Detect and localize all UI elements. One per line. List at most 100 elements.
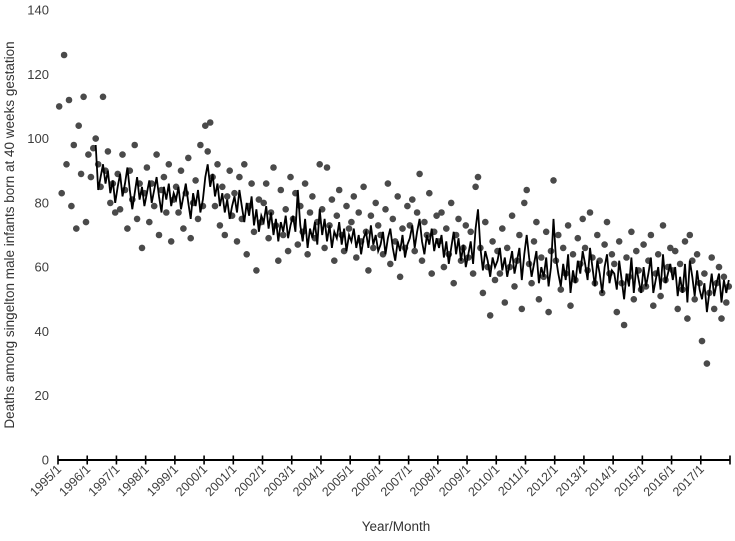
data-point: [557, 286, 565, 293]
data-point: [204, 148, 211, 155]
data-point: [633, 247, 640, 255]
data-point: [479, 289, 487, 297]
data-point: [304, 251, 311, 258]
data-point: [119, 151, 126, 158]
data-point: [85, 151, 92, 158]
data-point: [75, 122, 82, 129]
x-tick-label: 1996/1: [56, 462, 93, 499]
x-axis-title: Year/Month: [362, 519, 431, 534]
x-tick-label: 2015/1: [612, 462, 649, 499]
data-point: [73, 225, 80, 232]
data-point: [708, 254, 715, 261]
data-point: [223, 193, 231, 200]
y-tick-label: 40: [35, 324, 49, 339]
data-point: [82, 218, 90, 226]
data-point: [428, 270, 436, 277]
y-tick-label: 140: [27, 3, 49, 18]
data-point: [80, 93, 87, 101]
data-point: [194, 215, 202, 223]
data-point: [579, 215, 586, 223]
data-point: [372, 199, 380, 207]
data-point: [236, 173, 243, 181]
data-point: [620, 321, 628, 329]
data-point: [65, 96, 73, 104]
x-tick-label: 1997/1: [86, 462, 123, 499]
data-point: [416, 170, 423, 178]
y-tick-label: 0: [42, 453, 49, 468]
data-point: [676, 260, 684, 268]
data-point: [155, 231, 163, 239]
data-point: [469, 270, 477, 277]
data-point: [333, 212, 341, 219]
data-point: [192, 177, 199, 184]
data-point: [511, 283, 518, 290]
x-tick-label: 2016/1: [641, 462, 678, 499]
data-point: [250, 228, 258, 236]
data-point: [187, 234, 194, 242]
data-point: [150, 202, 158, 210]
data-point: [241, 161, 248, 168]
data-point: [438, 209, 445, 216]
x-axis: [57, 455, 731, 465]
data-point: [654, 251, 662, 258]
data-point: [107, 199, 114, 207]
data-point: [710, 305, 718, 313]
data-point: [77, 170, 85, 178]
y-tick-label: 120: [27, 67, 49, 82]
data-point: [248, 180, 255, 187]
data-point: [68, 202, 75, 210]
data-point: [202, 122, 209, 129]
data-point: [374, 222, 382, 229]
data-point: [601, 241, 608, 248]
data-point: [365, 267, 372, 274]
data-point: [521, 199, 528, 207]
data-point: [594, 231, 601, 239]
data-point: [301, 180, 309, 187]
data-point: [146, 218, 153, 226]
data-point: [555, 231, 562, 239]
y-tick-label: 100: [27, 131, 49, 146]
data-point: [467, 228, 475, 236]
data-point: [516, 231, 523, 239]
data-point: [160, 173, 168, 181]
data-point: [99, 93, 107, 101]
data-point: [535, 296, 543, 303]
data-point: [231, 189, 238, 197]
data-point: [265, 234, 272, 242]
data-point: [284, 247, 292, 255]
data-point: [433, 212, 440, 219]
x-tick-label: 2017/1: [670, 462, 707, 499]
data-point: [615, 238, 623, 245]
data-point: [574, 234, 582, 242]
data-point: [413, 209, 421, 216]
data-point: [499, 225, 506, 232]
x-tick-label: 2009/1: [436, 462, 473, 499]
x-tick-label: 2008/1: [407, 462, 444, 499]
data-point: [111, 209, 119, 216]
data-point: [440, 263, 448, 271]
data-point: [482, 218, 489, 226]
data-point: [715, 263, 723, 271]
data-point: [360, 183, 367, 191]
data-point: [143, 164, 151, 171]
data-point: [474, 173, 482, 181]
data-point: [306, 209, 314, 216]
data-point: [608, 251, 616, 258]
data-point: [698, 337, 706, 345]
data-point: [684, 315, 691, 322]
data-point: [718, 315, 725, 322]
data-point: [674, 305, 681, 313]
data-point: [581, 244, 589, 252]
data-point: [693, 251, 701, 258]
data-point: [253, 267, 260, 274]
data-point: [518, 305, 526, 313]
x-tick-label: 2004/1: [290, 462, 327, 499]
data-point: [138, 244, 146, 252]
data-point: [523, 186, 530, 194]
data-point: [177, 167, 185, 174]
data-point: [219, 183, 226, 191]
data-point: [703, 360, 711, 367]
data-point: [550, 177, 557, 184]
